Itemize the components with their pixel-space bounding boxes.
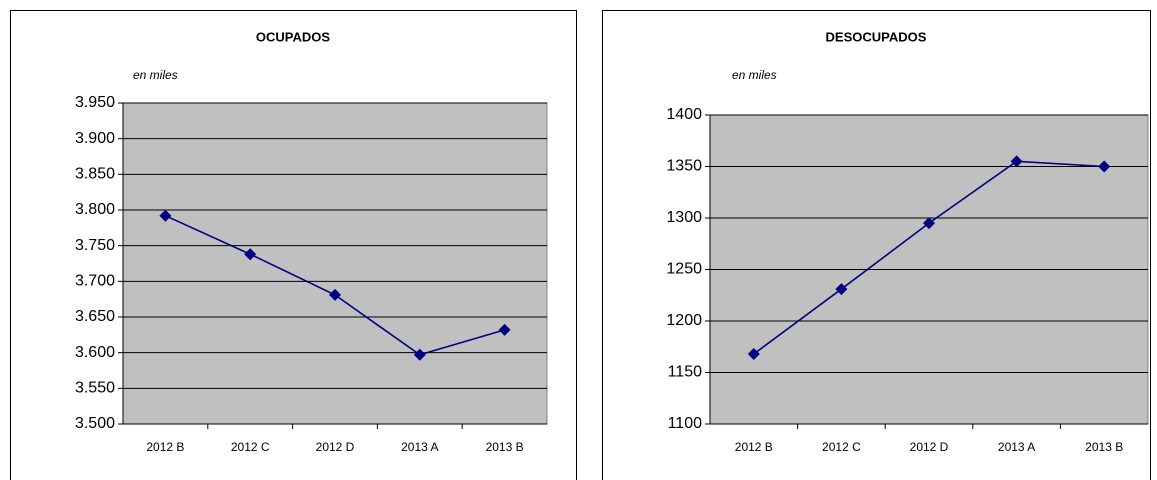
data-point — [1098, 160, 1111, 173]
plot-area — [122, 102, 548, 425]
x-tick-label: 2012 D — [316, 440, 355, 454]
chart-subtitle: en miles — [133, 68, 178, 82]
y-tick-label: 3.500 — [75, 415, 115, 432]
y-tick-label: 3.850 — [75, 166, 115, 183]
data-point — [498, 323, 511, 336]
x-tick-label: 2013 B — [486, 440, 524, 454]
data-point — [835, 283, 848, 296]
x-tick-label: 2012 C — [822, 440, 861, 454]
data-point — [329, 288, 341, 301]
y-tick-label: 1250 — [666, 261, 702, 278]
data-point — [244, 248, 257, 261]
y-tick-label: 3.550 — [75, 380, 115, 397]
y-tick-label: 1350 — [666, 158, 702, 175]
y-tick-label: 1150 — [668, 364, 703, 381]
y-tick-label: 1100 — [668, 415, 703, 432]
data-point — [747, 347, 760, 360]
x-tick-label: 2012 D — [910, 440, 949, 454]
data-point — [1010, 155, 1023, 168]
x-tick-label: 2013 B — [1085, 440, 1123, 454]
chart-title: DESOCUPADOS — [826, 29, 927, 44]
data-point — [923, 217, 935, 230]
y-tick-label: 3.800 — [75, 201, 115, 218]
x-tick-label: 2012 B — [735, 440, 773, 454]
y-tick-label: 1200 — [666, 312, 702, 329]
x-tick-label: 2012 C — [231, 440, 270, 454]
x-tick-label: 2013 A — [401, 440, 438, 454]
y-tick-label: 3.700 — [75, 273, 115, 290]
y-tick-label: 3.750 — [75, 237, 115, 254]
data-point — [413, 348, 426, 361]
chart-title: OCUPADOS — [256, 29, 330, 44]
chart-subtitle: en miles — [732, 68, 777, 82]
x-tick-label: 2013 A — [998, 440, 1035, 454]
y-tick-label: 3.650 — [75, 308, 115, 325]
y-tick-label: 3.900 — [75, 130, 115, 147]
y-tick-label: 1300 — [666, 209, 702, 226]
y-tick-label: 3.950 — [75, 94, 115, 111]
y-tick-label: 1400 — [666, 106, 702, 123]
x-tick-label: 2012 B — [146, 440, 184, 454]
data-point — [159, 209, 172, 222]
y-tick-label: 3.600 — [75, 344, 115, 361]
